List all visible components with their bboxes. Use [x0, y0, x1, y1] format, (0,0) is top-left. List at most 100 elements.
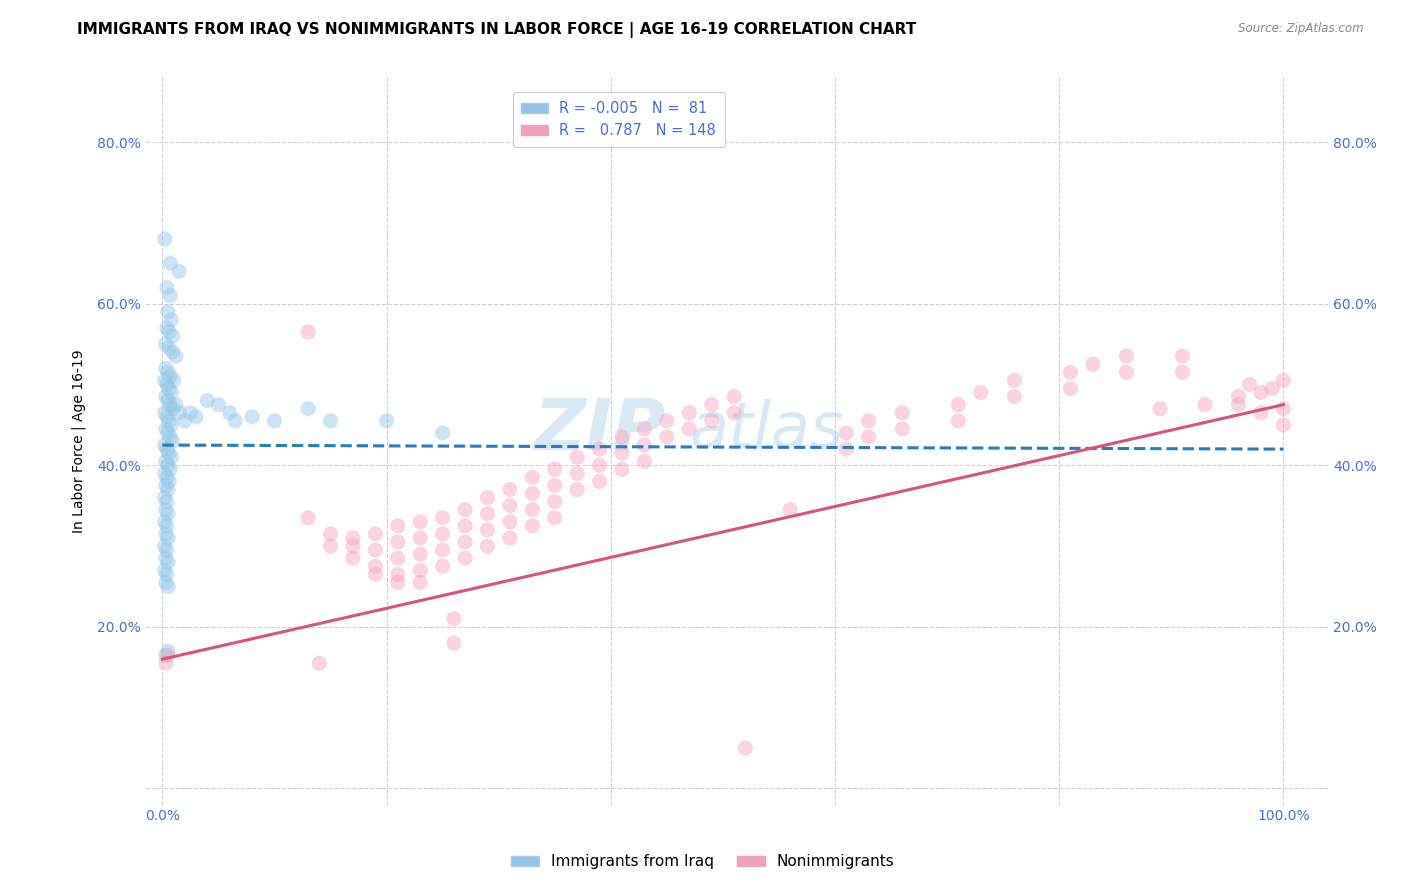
Point	[159, 288, 181, 302]
Point	[1149, 401, 1171, 416]
Point	[157, 414, 180, 428]
Point	[157, 382, 180, 396]
Y-axis label: In Labor Force | Age 16-19: In Labor Force | Age 16-19	[72, 349, 86, 533]
Point	[1272, 401, 1295, 416]
Point	[723, 390, 745, 404]
Point	[565, 450, 588, 465]
Point	[156, 507, 179, 521]
Point	[157, 475, 180, 489]
Point	[835, 442, 858, 456]
Point	[387, 551, 409, 566]
Point	[1059, 365, 1081, 379]
Point	[160, 450, 183, 465]
Text: atlas: atlas	[689, 399, 844, 461]
Point	[156, 519, 179, 533]
Point	[588, 475, 610, 489]
Point	[308, 657, 330, 671]
Point	[159, 398, 181, 412]
Point	[364, 543, 387, 558]
Point	[432, 510, 454, 524]
Point	[156, 393, 179, 408]
Point	[1272, 417, 1295, 432]
Point	[565, 467, 588, 481]
Point	[454, 535, 477, 549]
Point	[1059, 382, 1081, 396]
Point	[655, 414, 678, 428]
Point	[544, 462, 567, 476]
Point	[156, 494, 179, 508]
Point	[153, 373, 176, 387]
Point	[156, 365, 179, 379]
Point	[155, 502, 177, 516]
Point	[156, 648, 179, 662]
Point	[948, 398, 970, 412]
Point	[156, 555, 179, 569]
Point	[387, 535, 409, 549]
Point	[432, 527, 454, 541]
Point	[432, 543, 454, 558]
Point	[342, 531, 364, 545]
Point	[477, 523, 499, 537]
Point	[1115, 349, 1137, 363]
Point	[155, 575, 177, 590]
Point	[1227, 390, 1250, 404]
Point	[610, 462, 633, 476]
Point	[156, 458, 179, 473]
Point	[499, 515, 522, 529]
Point	[263, 414, 285, 428]
Point	[477, 491, 499, 505]
Point	[364, 567, 387, 582]
Point	[1002, 373, 1025, 387]
Legend: Immigrants from Iraq, Nonimmigrants: Immigrants from Iraq, Nonimmigrants	[505, 848, 901, 875]
Point	[157, 446, 180, 460]
Point	[409, 531, 432, 545]
Point	[165, 349, 187, 363]
Point	[1194, 398, 1216, 412]
Point	[157, 341, 180, 355]
Point	[477, 507, 499, 521]
Point	[156, 567, 179, 582]
Point	[156, 579, 179, 593]
Point	[159, 462, 181, 476]
Point	[1171, 349, 1194, 363]
Point	[454, 519, 477, 533]
Point	[633, 454, 655, 468]
Point	[454, 502, 477, 516]
Point	[155, 551, 177, 566]
Point	[319, 539, 342, 553]
Point	[522, 502, 544, 516]
Point	[155, 478, 177, 492]
Point	[156, 321, 179, 335]
Point	[948, 414, 970, 428]
Point	[387, 567, 409, 582]
Point	[678, 422, 700, 436]
Point	[610, 430, 633, 444]
Point	[165, 398, 187, 412]
Point	[364, 527, 387, 541]
Point	[432, 559, 454, 574]
Point	[700, 398, 723, 412]
Point	[153, 438, 176, 452]
Point	[409, 575, 432, 590]
Point	[588, 458, 610, 473]
Point	[162, 401, 184, 416]
Point	[565, 483, 588, 497]
Point	[156, 280, 179, 294]
Point	[153, 539, 176, 553]
Point	[342, 551, 364, 566]
Point	[153, 467, 176, 481]
Point	[522, 486, 544, 500]
Point	[155, 648, 177, 662]
Point	[522, 470, 544, 484]
Point	[155, 361, 177, 376]
Point	[155, 422, 177, 436]
Point	[155, 527, 177, 541]
Text: ZIP: ZIP	[534, 396, 666, 465]
Point	[155, 454, 177, 468]
Point	[153, 491, 176, 505]
Point	[633, 422, 655, 436]
Point	[734, 741, 756, 756]
Point	[858, 430, 880, 444]
Point	[779, 502, 801, 516]
Point	[162, 434, 184, 448]
